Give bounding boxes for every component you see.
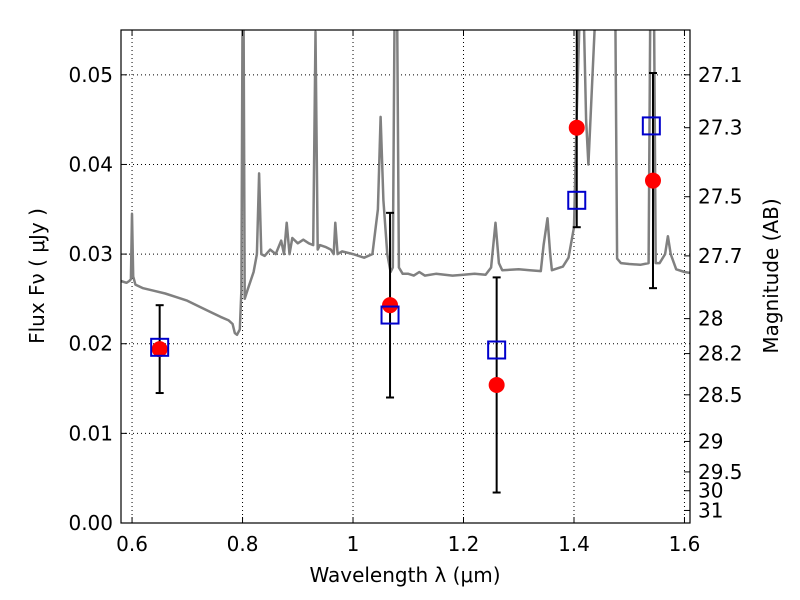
x-tick-label: 0.6	[116, 532, 148, 556]
spectrum-layer	[121, 30, 690, 337]
y-tick-label: 0.02	[68, 332, 113, 356]
y-tick-label: 0.00	[68, 511, 113, 535]
x-tick-label: 1	[347, 532, 360, 556]
grid-lines	[121, 30, 690, 524]
y-tick-label: 0.03	[68, 242, 113, 266]
right-tick-label: 29.5	[698, 460, 743, 484]
y-tick-label: 0.04	[68, 152, 113, 176]
spectrum-line	[121, 30, 690, 337]
measured-point	[568, 119, 585, 136]
measured-point	[644, 172, 661, 189]
right-tick-label: 28.2	[698, 342, 743, 366]
model-point	[380, 305, 400, 325]
x-tick-label: 1.4	[558, 532, 590, 556]
right-tick-label: 27.3	[698, 116, 743, 140]
measured-point	[488, 376, 505, 393]
right-tick-label: 29	[698, 429, 723, 453]
model-point	[150, 337, 170, 357]
y-tick-label: 0.01	[68, 421, 113, 445]
x-tick-label: 1.2	[448, 532, 480, 556]
model-point	[487, 340, 507, 360]
right-tick-label: 28	[698, 307, 723, 331]
marker-layer	[150, 116, 661, 393]
x-axis-label: Wavelength λ (μm)	[309, 563, 500, 587]
plot-frame	[120, 29, 691, 524]
right-axis-label: Magnitude (AB)	[759, 198, 783, 353]
right-tick-label: 31	[698, 498, 723, 522]
model-point	[567, 190, 587, 210]
x-tick-label: 1.6	[669, 532, 701, 556]
axis-ticks: 0.6 0.8 1 1.2 1.4 1.6 0.00 0.01 0.02 0.03 0.04 0.05…	[68, 30, 743, 556]
right-tick-label: 30	[698, 479, 723, 503]
right-tick-label: 27.7	[698, 244, 743, 268]
measured-point	[382, 297, 399, 314]
errorbar-layer	[155, 30, 657, 494]
model-point	[641, 116, 661, 136]
right-tick-label: 27.5	[698, 185, 743, 209]
measured-point	[151, 341, 168, 358]
y-axis-label: Flux Fν ( μJy )	[25, 208, 49, 344]
x-tick-label: 0.8	[227, 532, 259, 556]
right-tick-label: 27.1	[698, 63, 743, 87]
right-tick-label: 28.5	[698, 383, 743, 407]
y-tick-label: 0.05	[68, 63, 113, 87]
